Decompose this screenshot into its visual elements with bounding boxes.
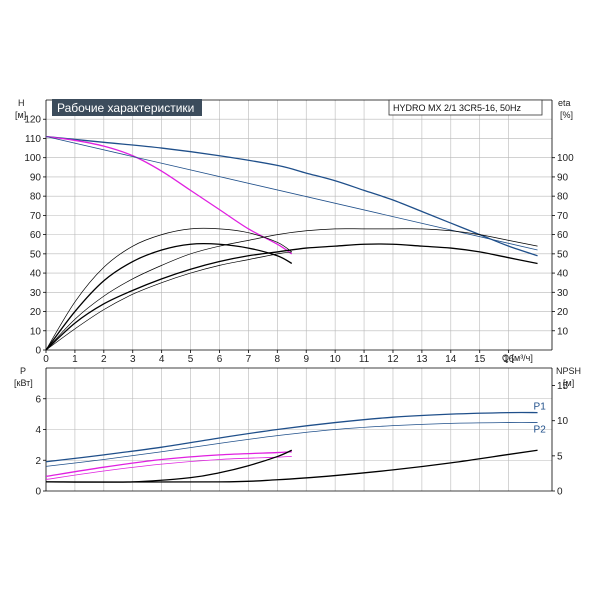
y-left-tick-label: 100 bbox=[24, 153, 41, 164]
pump-info: HYDRO MX 2/1 3CR5-16, 50Hz bbox=[393, 103, 522, 113]
x-tick-label: 8 bbox=[275, 354, 281, 365]
curve-eta_thin_extra bbox=[45, 251, 292, 351]
y-label-right-line2: [%] bbox=[560, 110, 573, 120]
y-left-tick-label: 50 bbox=[30, 249, 42, 260]
y-left-tick-label: 110 bbox=[25, 134, 41, 145]
chart-title-box bbox=[52, 99, 202, 116]
top-series bbox=[45, 135, 538, 351]
npsh-label-line1: NPSH bbox=[556, 366, 581, 376]
p-label-line2: [кВт] bbox=[14, 378, 33, 388]
x-tick-label: 5 bbox=[188, 354, 194, 365]
curve-P1 bbox=[45, 411, 538, 463]
bottom-grid bbox=[46, 368, 552, 491]
npsh-tick-label: 0 bbox=[557, 487, 563, 498]
y-label-right-line1: eta bbox=[558, 98, 571, 108]
x-tick-label: 13 bbox=[416, 354, 428, 365]
pump-info-box bbox=[388, 99, 543, 116]
y-right-tick-label: 70 bbox=[557, 211, 569, 222]
top-ticks: 0 1 2 3 4 5 6 7 8 9 10 11 12 13 14 15 160102030405060708… bbox=[24, 115, 574, 365]
x-tick-label: 6 bbox=[217, 354, 223, 365]
x-tick-label: 12 bbox=[387, 354, 399, 365]
x-tick-label: 3 bbox=[130, 354, 136, 365]
y-right-tick-label: 30 bbox=[557, 288, 569, 299]
x-tick-label: 14 bbox=[445, 354, 457, 365]
x-axis-label: Q [м³/ч] bbox=[502, 353, 533, 363]
top-grid bbox=[46, 100, 552, 350]
y-left-tick-label: 0 bbox=[35, 346, 41, 357]
power-npsh-panel: 0 2 4 6 0 5 10 15 P1 P2 P [кВт] NPSH [м] bbox=[14, 366, 581, 498]
curve-eta_combined_total bbox=[45, 242, 293, 351]
y-right-tick-label: 60 bbox=[557, 230, 569, 241]
y-right-tick-label: 80 bbox=[557, 192, 569, 203]
head-efficiency-panel: 0 1 2 3 4 5 6 7 8 9 10 11 12 13 14 15 160102030405060708… bbox=[15, 98, 574, 365]
curve-head_pump bbox=[45, 135, 538, 257]
p-tick-label: 0 bbox=[35, 487, 41, 498]
p-tick-label: 6 bbox=[35, 394, 41, 405]
x-tick-label: 11 bbox=[359, 354, 370, 365]
y-right-tick-label: 100 bbox=[557, 153, 574, 164]
y-left-tick-label: 40 bbox=[30, 269, 42, 280]
y-right-tick-label: 50 bbox=[557, 249, 569, 260]
y-left-tick-label: 70 bbox=[30, 211, 42, 222]
series-label-P2: P2 bbox=[534, 425, 547, 436]
npsh-label-line2: [м] bbox=[563, 378, 574, 388]
p-label-line1: P bbox=[20, 366, 26, 376]
y-right-tick-label: 20 bbox=[557, 307, 569, 318]
x-tick-label: 10 bbox=[330, 354, 342, 365]
bottom-series: P1 P2 bbox=[45, 402, 547, 483]
npsh-tick-label: 5 bbox=[557, 451, 563, 462]
p-tick-label: 2 bbox=[35, 456, 41, 467]
y-right-tick-label: 40 bbox=[557, 269, 569, 280]
y-left-tick-label: 120 bbox=[24, 115, 41, 126]
x-tick-label: 9 bbox=[303, 354, 309, 365]
x-tick-label: 1 bbox=[72, 354, 78, 365]
curve-P2_combined bbox=[45, 456, 292, 480]
y-left-tick-label: 80 bbox=[30, 192, 42, 203]
curve-eta_pump_total bbox=[45, 243, 538, 351]
curve-P1_combined bbox=[45, 451, 292, 478]
bottom-ticks: 0 2 4 6 0 5 10 15 bbox=[35, 381, 568, 497]
y-label-left-line1: H bbox=[18, 98, 25, 108]
curve-npsh_combined bbox=[45, 449, 293, 483]
y-left-tick-label: 90 bbox=[30, 172, 42, 183]
x-tick-label: 2 bbox=[101, 354, 107, 365]
series-label-P1: P1 bbox=[534, 402, 547, 413]
curve-eta_pump_thin bbox=[45, 228, 538, 351]
x-tick-label: 4 bbox=[159, 354, 165, 365]
npsh-tick-label: 10 bbox=[557, 416, 569, 427]
y-left-tick-label: 30 bbox=[30, 288, 42, 299]
x-tick-label: 0 bbox=[43, 354, 49, 365]
y-left-tick-label: 20 bbox=[30, 307, 42, 318]
p-tick-label: 4 bbox=[35, 425, 41, 436]
x-tick-label: 15 bbox=[474, 354, 486, 365]
y-right-tick-label: 90 bbox=[557, 172, 569, 183]
npsh-tick-label: 15 bbox=[557, 381, 569, 392]
y-label-left-line2: [м] bbox=[15, 110, 26, 120]
curve-npsh_pump bbox=[45, 449, 538, 483]
curve-eta_combined_thin bbox=[45, 227, 292, 351]
y-left-tick-label: 10 bbox=[30, 326, 42, 337]
x-tick-label: 7 bbox=[246, 354, 252, 365]
curve-P2 bbox=[45, 422, 538, 467]
chart-title: Рабочие характеристики bbox=[57, 101, 194, 115]
y-left-tick-label: 60 bbox=[30, 230, 42, 241]
y-right-tick-label: 10 bbox=[557, 326, 569, 337]
x-tick-label: 16 bbox=[503, 354, 515, 365]
